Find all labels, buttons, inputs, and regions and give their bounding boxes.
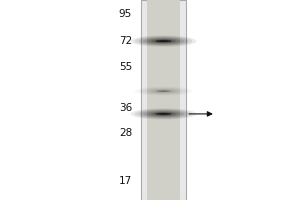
Ellipse shape — [156, 90, 171, 92]
Ellipse shape — [151, 112, 176, 116]
Ellipse shape — [130, 108, 196, 119]
Ellipse shape — [155, 113, 172, 115]
Text: 28: 28 — [119, 128, 132, 138]
Ellipse shape — [156, 91, 171, 92]
Ellipse shape — [143, 110, 184, 117]
Text: 95: 95 — [119, 9, 132, 19]
Ellipse shape — [160, 91, 167, 92]
Ellipse shape — [151, 39, 176, 43]
Text: 72: 72 — [119, 36, 132, 46]
Ellipse shape — [159, 113, 168, 115]
Ellipse shape — [155, 40, 172, 43]
Ellipse shape — [155, 40, 172, 42]
Ellipse shape — [147, 111, 180, 117]
Ellipse shape — [135, 109, 192, 119]
Ellipse shape — [143, 38, 184, 45]
Text: 17: 17 — [119, 176, 132, 186]
Bar — [141, 0, 186, 200]
Text: 55: 55 — [119, 62, 132, 72]
Ellipse shape — [155, 113, 172, 115]
Ellipse shape — [139, 37, 188, 45]
Ellipse shape — [135, 36, 192, 46]
Text: 36: 36 — [119, 103, 132, 113]
Ellipse shape — [130, 36, 196, 47]
Ellipse shape — [159, 40, 168, 42]
Ellipse shape — [152, 89, 175, 93]
Bar — [147, 0, 180, 200]
Ellipse shape — [139, 110, 188, 118]
Ellipse shape — [147, 38, 180, 44]
